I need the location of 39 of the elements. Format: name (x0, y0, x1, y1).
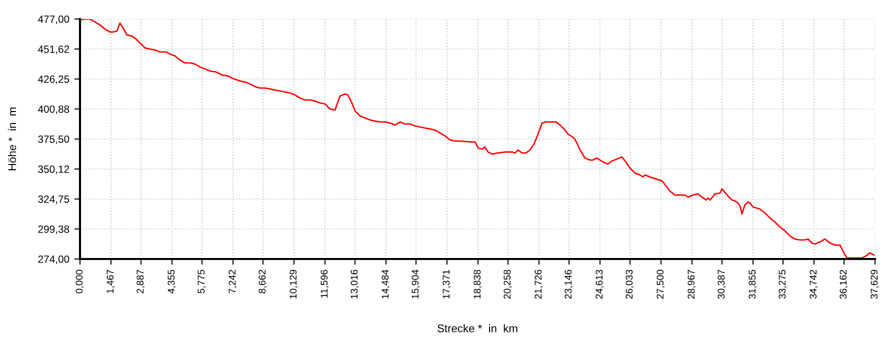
y-tick-label: 400,88 (38, 105, 70, 114)
x-tick-label: 33,275 (778, 270, 787, 299)
y-tick-label: 299,38 (38, 225, 70, 234)
y-tick-label: 451,62 (38, 46, 70, 54)
line-series (80, 19, 875, 259)
x-tick-label: 28,967 (688, 270, 696, 299)
x-tick-label: 37,629 (870, 270, 879, 299)
x-tick-label: 17,371 (442, 270, 451, 298)
y-tick-label: 274,00 (38, 256, 70, 264)
x-tick-label: 4,355 (168, 270, 176, 294)
x-tick-label: 24,613 (596, 270, 604, 299)
x-tick-label: 34,742 (810, 270, 818, 299)
y-tick-label: 426,25 (38, 76, 70, 84)
x-tick-label: 2,887 (136, 270, 145, 294)
x-tick-label: 27,500 (656, 270, 665, 299)
x-tick-label: 0,000 (76, 270, 84, 294)
x-axis-title: Strecke * in km (438, 324, 518, 332)
y-tick-label: 324,75 (38, 196, 70, 204)
y-tick-label: 477,00 (38, 16, 70, 24)
x-tick-label: 15,904 (412, 270, 420, 298)
x-tick-label: 7,242 (228, 270, 237, 294)
x-tick-label: 1,467 (106, 270, 115, 293)
x-tick-label: 5,775 (198, 270, 206, 294)
y-axis-title: Höhe * in m (8, 108, 16, 170)
x-tick-label: 26,033 (626, 270, 634, 299)
x-tick-label: 14,484 (382, 270, 390, 298)
y-tick-label: 350,12 (38, 166, 70, 174)
x-tick-label: 18,838 (474, 270, 482, 298)
x-tick-label: 30,387 (718, 270, 726, 299)
x-tick-label: 36,162 (840, 270, 848, 299)
x-tick-label: 10,129 (290, 270, 298, 298)
x-tick-label: 11,596 (320, 270, 329, 298)
x-tick-label: 13,016 (350, 270, 359, 298)
y-tick-label: 375,50 (38, 136, 70, 144)
x-tick-label: 8,662 (258, 270, 267, 294)
x-tick-label: 20,258 (504, 270, 512, 299)
x-tick-label: 23,146 (564, 270, 573, 299)
x-tick-label: 21,726 (534, 270, 543, 299)
x-tick-label: 31,855 (748, 270, 757, 299)
